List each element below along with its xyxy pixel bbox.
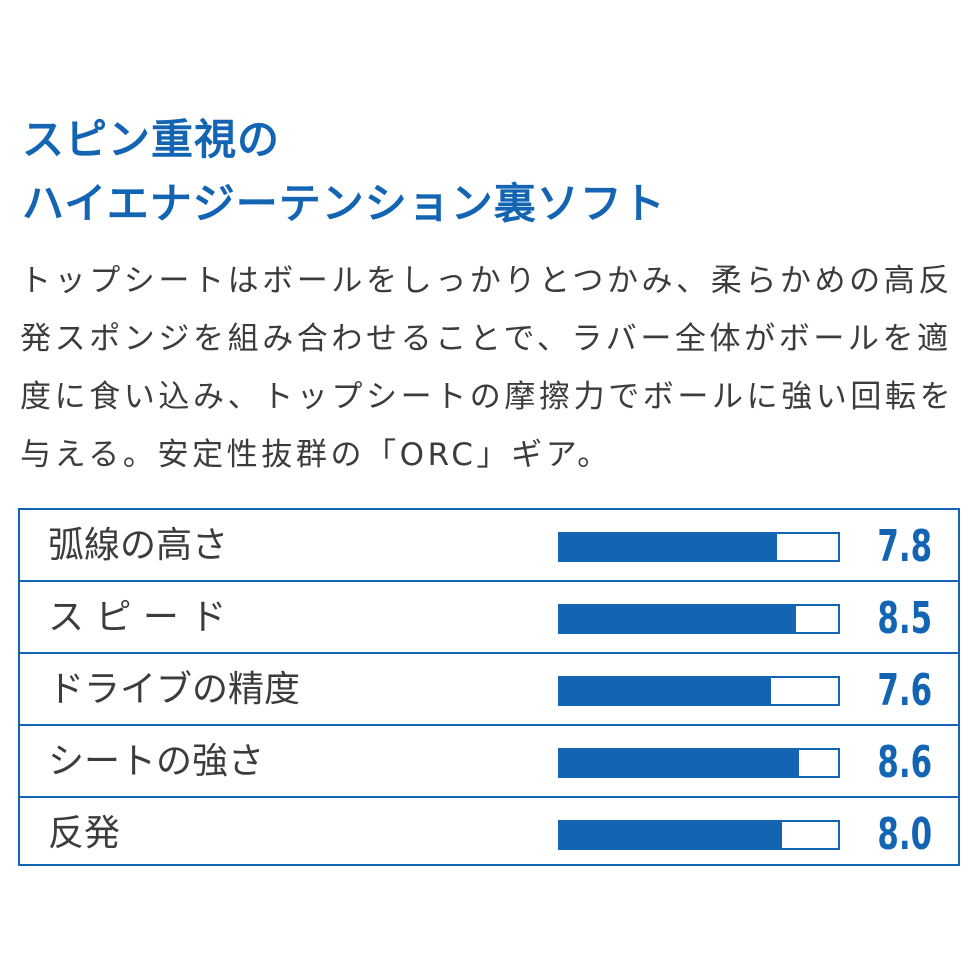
rating-value: 8.6 bbox=[877, 737, 932, 788]
rating-bar-fill bbox=[560, 822, 783, 848]
rating-row-arc-height: 弧線の高さ 7.8 bbox=[20, 510, 958, 582]
headline-line-1: スピン重視の bbox=[22, 115, 281, 164]
rating-bar bbox=[558, 820, 840, 850]
rating-value: 8.5 bbox=[877, 593, 932, 644]
rating-label: 弧線の高さ bbox=[48, 525, 229, 566]
rating-value: 7.8 bbox=[877, 521, 932, 572]
rating-label: 反発 bbox=[48, 813, 121, 854]
rating-value: 8.0 bbox=[877, 809, 932, 860]
rating-row-rebound: 反発 8.0 bbox=[20, 798, 958, 870]
description: トップシートはボールをしっかりとつかみ、柔らかめの高反 発スポンジを組み合わせる… bbox=[20, 252, 970, 484]
rating-row-sheet-strength: シートの強さ 8.6 bbox=[20, 726, 958, 798]
rating-value: 7.6 bbox=[877, 665, 932, 716]
rating-bar-fill bbox=[560, 606, 797, 632]
description-line: 度に食い込み、トップシートの摩擦力でボールに強い回転を bbox=[20, 379, 955, 415]
rating-label: ス ピ ー ド bbox=[48, 597, 227, 638]
rating-label: ドライブの精度 bbox=[48, 669, 301, 710]
rating-table: 弧線の高さ 7.8 ス ピ ー ド 8.5 ドライブの精度 7.6 シートの強さ… bbox=[18, 508, 960, 866]
rating-bar bbox=[558, 532, 840, 562]
description-line: 発スポンジを組み合わせることで、ラバー全体がボールを適 bbox=[20, 321, 952, 357]
headline-line-2: ハイエナジーテンション裏ソフト bbox=[22, 179, 666, 228]
description-line: トップシートはボールをしっかりとつかみ、柔らかめの高反 bbox=[20, 263, 953, 299]
rating-label: シートの強さ bbox=[48, 741, 265, 782]
rating-bar bbox=[558, 748, 840, 778]
rating-bar bbox=[558, 676, 840, 706]
rating-row-speed: ス ピ ー ド 8.5 bbox=[20, 582, 958, 654]
rating-bar bbox=[558, 604, 840, 634]
rating-bar-fill bbox=[560, 534, 777, 560]
rating-bar-fill bbox=[560, 750, 800, 776]
description-line: 与える。安定性抜群の「ORC」ギア。 bbox=[20, 437, 612, 473]
rating-bar-fill bbox=[560, 678, 772, 704]
rating-row-drive-accuracy: ドライブの精度 7.6 bbox=[20, 654, 958, 726]
headline: スピン重視の ハイエナジーテンション裏ソフト bbox=[22, 108, 666, 236]
